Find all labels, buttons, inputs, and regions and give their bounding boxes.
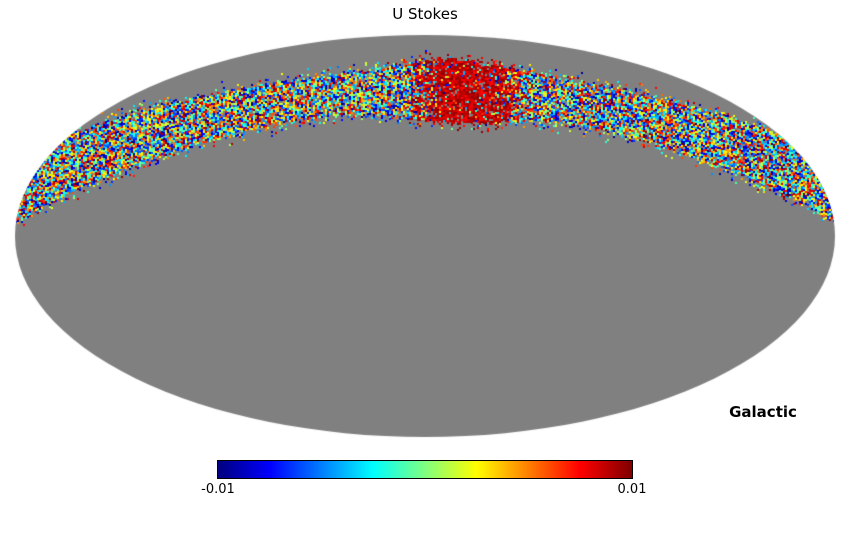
colorbar	[217, 460, 633, 479]
colorbar-min-label: -0.01	[201, 482, 235, 497]
mollweide-sky-map-canvas	[0, 0, 850, 455]
colorbar-gradient-canvas	[218, 461, 632, 478]
coordinate-system-label: Galactic	[729, 403, 797, 421]
colorbar-max-label: 0.01	[617, 482, 647, 497]
